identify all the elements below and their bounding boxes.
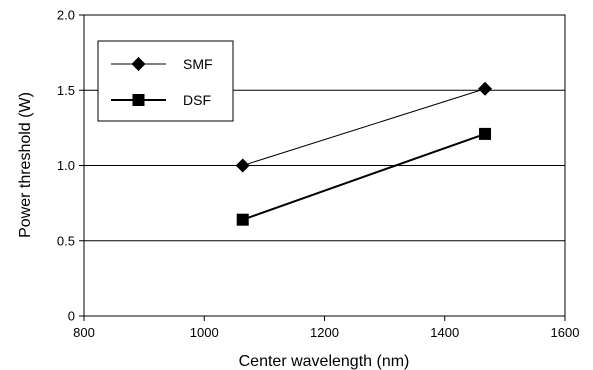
y-axis-title: Power threshold (W) [17,92,34,238]
data-point-smf [478,81,493,96]
x-tick-label: 1600 [551,325,580,340]
series-line-smf [242,88,486,166]
data-point-smf [235,158,250,173]
y-tick-label: 1.0 [57,158,75,173]
legend-label-smf: SMF [183,56,213,72]
y-axis-ticks: 0 0.5 1.0 1.5 2.0 [57,8,84,324]
legend-marker-smf [131,57,146,71]
x-tick-label: 1400 [430,325,459,340]
legend: SMF DSF [97,40,234,122]
series-line-dsf [242,132,486,221]
legend-box [97,40,234,122]
y-tick-label: 0.5 [57,233,75,248]
data-point-dsf [236,213,249,226]
x-axis-title: Center wavelength (nm) [239,353,410,370]
y-tick-label: 2.0 [57,8,75,23]
y-tick-label: 0 [68,309,75,324]
x-tick-label: 1000 [190,325,219,340]
series-group [235,81,493,226]
x-tick-label: 800 [73,325,95,340]
legend-label-dsf: DSF [183,92,211,108]
legend-marker-dsf [132,94,145,106]
y-tick-label: 1.5 [57,83,75,98]
x-tick-label: 1200 [310,325,339,340]
x-axis-ticks: 800 1000 1200 1400 1600 [73,316,579,340]
data-point-dsf [479,127,492,140]
